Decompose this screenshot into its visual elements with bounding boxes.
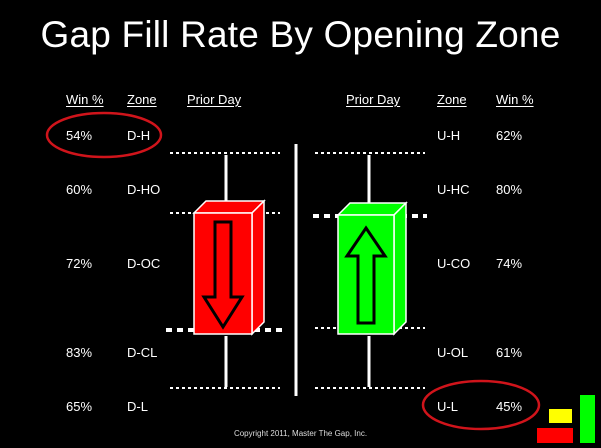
- right-row-zone: U-H: [437, 128, 461, 143]
- left-row-zone: D-HO: [127, 182, 161, 197]
- left-row-zone: D-CL: [127, 345, 158, 360]
- left-row-zone: D-OC: [127, 256, 161, 271]
- left-header-win: Win %: [66, 92, 104, 107]
- left-row-win: 54%: [66, 128, 93, 143]
- logo-red-bar: [537, 428, 573, 443]
- left-row-win: 65%: [66, 399, 93, 414]
- right-row-zone: U-CO: [437, 256, 471, 271]
- right-row-zone: U-HC: [437, 182, 470, 197]
- left-row-zone: D-H: [127, 128, 151, 143]
- left-row-win: 72%: [66, 256, 93, 271]
- right-header-prior-day: Prior Day: [346, 92, 401, 107]
- right-row-win: 62%: [496, 128, 523, 143]
- right-row-win: 45%: [496, 399, 523, 414]
- right-header-win: Win %: [496, 92, 534, 107]
- up-candle: [336, 155, 408, 387]
- right-row-zone: U-L: [437, 399, 458, 414]
- left-row-win: 60%: [66, 182, 93, 197]
- logo-bars-icon: [537, 395, 595, 443]
- left-header-zone: Zone: [127, 92, 157, 107]
- logo-green-bar: [580, 395, 595, 443]
- down-candle-side-face: [251, 199, 265, 336]
- slide-title: Gap Fill Rate By Opening Zone: [40, 14, 561, 55]
- right-row-zone: U-OL: [437, 345, 469, 360]
- highlight-ellipse-u-l: [421, 379, 541, 431]
- left-row-zone: D-L: [127, 399, 148, 414]
- copyright-text: Copyright 2011, Master The Gap, Inc.: [233, 429, 368, 438]
- left-row-win: 83%: [66, 345, 93, 360]
- highlight-ellipse-d-h: [45, 111, 163, 159]
- logo-yellow-bar: [549, 409, 572, 423]
- right-row-win: 80%: [496, 182, 523, 197]
- left-header-prior-day: Prior Day: [187, 92, 242, 107]
- up-candle-side-face: [393, 201, 407, 336]
- down-arrow-icon: [201, 220, 245, 330]
- right-row-win: 74%: [496, 256, 523, 271]
- right-row-win: 61%: [496, 345, 523, 360]
- down-candle: [192, 155, 266, 387]
- right-header-zone: Zone: [437, 92, 467, 107]
- up-arrow-icon: [344, 225, 388, 325]
